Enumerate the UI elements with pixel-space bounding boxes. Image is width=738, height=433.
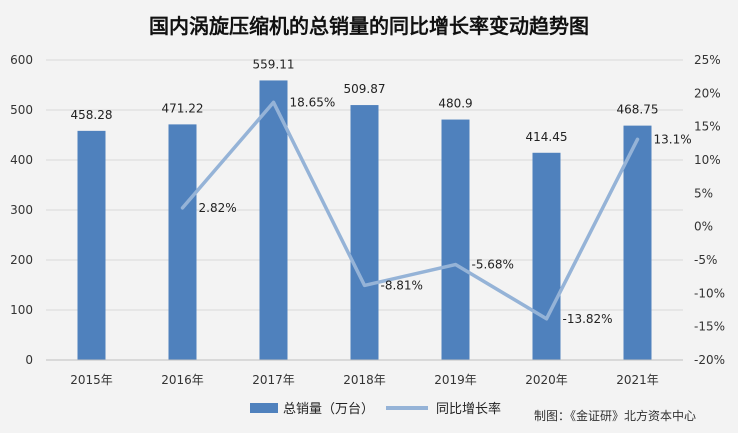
line-value-label: 2.82% (199, 201, 237, 215)
line-value-label: 13.1% (654, 132, 692, 146)
bar-value-label: 559.11 (253, 57, 295, 71)
legend-line-label: 同比增长率 (436, 401, 501, 417)
y-right-tick-label: 15% (694, 120, 721, 134)
legend: 总销量（万台） 同比增长率 (250, 401, 501, 417)
y-left-tick-label: 600 (10, 53, 33, 67)
x-tick-label: 2015年 (70, 373, 113, 387)
y-right-tick-label: 0% (694, 220, 713, 234)
x-tick-label: 2016年 (161, 373, 204, 387)
x-tick-label: 2018年 (343, 373, 386, 387)
bar (623, 125, 652, 360)
growth-line (180, 100, 640, 321)
line-value-label: -13.82% (563, 312, 613, 326)
bar (168, 124, 197, 360)
y-right-tick-label: 5% (694, 186, 713, 200)
y-left-tick-label: 400 (10, 153, 33, 167)
bar-value-label: 414.45 (526, 130, 568, 144)
line-series (180, 100, 640, 321)
y-left-tick-label: 100 (10, 303, 33, 317)
line-value-label: 18.65% (290, 95, 336, 109)
bar (532, 152, 561, 360)
legend-bar-label: 总销量（万台） (283, 402, 374, 417)
x-tick-label: 2017年 (252, 373, 295, 387)
bar-value-label: 471.22 (162, 101, 204, 115)
bar (259, 80, 288, 360)
line-value-label: -8.81% (381, 278, 423, 292)
bar-value-label: 458.28 (71, 108, 113, 122)
legend-bar-swatch (250, 403, 278, 413)
y-right-tick-label: 20% (694, 86, 721, 100)
chart-title: 国内涡旋压缩机的总销量的同比增长率变动趋势图 (149, 14, 589, 38)
data-labels: 458.28 471.22 559.11 509.87 480.9 414.45 468.7… (71, 57, 692, 325)
y-right-tick-label: -20% (694, 353, 725, 367)
y-left-tick-label: 500 (10, 103, 33, 117)
axes: 0 100 200 300 400 500 600 -20% -15% -10% -5% 0% 5% 10… (10, 53, 725, 387)
x-tick-label: 2019年 (434, 373, 477, 387)
x-tick-label: 2021年 (616, 373, 659, 387)
x-tick-label: 2020年 (525, 373, 568, 387)
y-left-tick-label: 0 (25, 353, 33, 367)
y-left-tick-label: 300 (10, 203, 33, 217)
bar-series (77, 80, 652, 360)
bar (441, 119, 470, 360)
line-value-label: -5.68% (472, 258, 514, 272)
bar-value-label: 480.9 (438, 97, 472, 111)
source-note: 制图：《金证研》北方资本中心 (534, 408, 696, 423)
bar (77, 130, 106, 360)
bar-value-label: 468.75 (617, 103, 659, 117)
y-right-tick-label: 10% (694, 153, 721, 167)
y-right-tick-label: 25% (694, 53, 721, 67)
bar (350, 105, 379, 360)
y-right-tick-label: -10% (694, 286, 725, 300)
bar-value-label: 509.87 (344, 82, 386, 96)
y-right-tick-label: -15% (694, 320, 725, 334)
y-left-tick-label: 200 (10, 253, 33, 267)
y-right-tick-label: -5% (694, 253, 717, 267)
